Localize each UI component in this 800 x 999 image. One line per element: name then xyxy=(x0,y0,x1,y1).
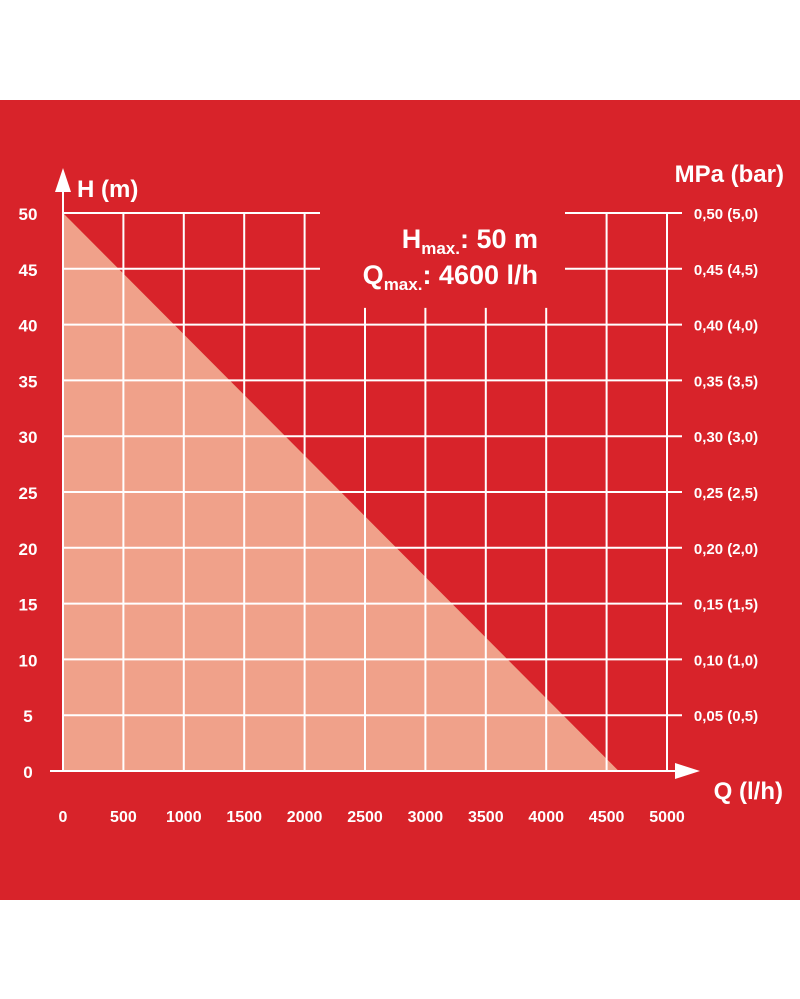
x-tick-label: 4500 xyxy=(589,809,625,826)
x-axis-title: Q (l/h) xyxy=(714,778,783,805)
pump-curve-chart: 0 5 10 15 20 25 30 35 40 45 50 0,05 (0,5) 0,10 (1,0)… xyxy=(19,161,784,826)
y-right-tick-label: 0,45 (4,5) xyxy=(694,262,758,279)
y-tick-label: 40 xyxy=(19,317,38,336)
y-right-tick-label: 0,35 (3,5) xyxy=(694,373,758,390)
x-tick-label: 2000 xyxy=(287,809,323,826)
x-axis-arrow xyxy=(675,763,700,779)
y-right-axis-title: MPa (bar) xyxy=(675,161,784,188)
x-tick-label: 3000 xyxy=(408,809,444,826)
y-tick-label: 20 xyxy=(19,540,38,559)
y-tick-label: 30 xyxy=(19,428,38,447)
x-tick-label: 500 xyxy=(110,809,137,826)
y-right-tick-label: 0,50 (5,0) xyxy=(694,206,758,223)
y-axis-title: H (m) xyxy=(77,176,138,203)
y-right-tick-label: 0,15 (1,5) xyxy=(694,597,758,614)
y-right-tick-label: 0,20 (2,0) xyxy=(694,541,758,558)
x-tick-label: 0 xyxy=(59,809,68,826)
y-tick-label: 0 xyxy=(23,763,32,782)
x-tick-label: 3500 xyxy=(468,809,504,826)
q-max-annotation: Qmax.: 4600 l/h xyxy=(363,260,538,294)
y-axis-arrow xyxy=(55,168,71,192)
x-tick-label: 4000 xyxy=(528,809,564,826)
y-tick-label: 15 xyxy=(19,596,38,615)
y-tick-label: 50 xyxy=(19,205,38,224)
y-tick-label: 5 xyxy=(23,707,32,726)
y-right-tick-label: 0,05 (0,5) xyxy=(694,708,758,725)
h-max-annotation: Hmax.: 50 m xyxy=(402,224,538,258)
x-tick-label: 1000 xyxy=(166,809,202,826)
x-tick-label: 1500 xyxy=(226,809,262,826)
y-right-tick-label: 0,40 (4,0) xyxy=(694,318,758,335)
y-tick-label: 10 xyxy=(19,651,38,670)
y-right-tick-label: 0,30 (3,0) xyxy=(694,429,758,446)
y-right-tick-label: 0,25 (2,5) xyxy=(694,485,758,502)
y-tick-label: 25 xyxy=(19,484,38,503)
chart-panel: 0 5 10 15 20 25 30 35 40 45 50 0,05 (0,5) 0,10 (1,0)… xyxy=(0,100,800,900)
y-tick-label: 45 xyxy=(19,261,38,280)
x-tick-label: 2500 xyxy=(347,809,383,826)
x-tick-label: 5000 xyxy=(649,809,685,826)
y-tick-label: 35 xyxy=(19,372,38,391)
y-right-tick-label: 0,10 (1,0) xyxy=(694,652,758,669)
